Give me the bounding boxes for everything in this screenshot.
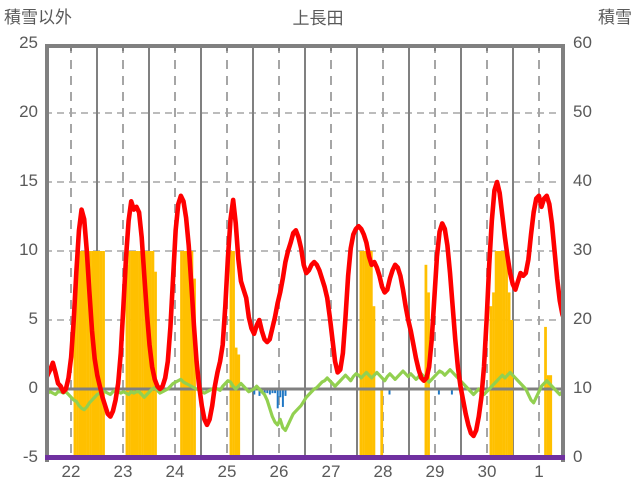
y-axis-left-tick: 5 [28,309,38,328]
axis-frame-top [45,44,565,48]
axis-frame-left [45,44,49,462]
y-axis-right-tick: 0 [573,447,583,466]
x-axis-tick: 23 [113,462,133,481]
y-axis-right-tick: 50 [573,102,592,121]
y-axis-right-tick: 30 [573,240,592,259]
x-axis-tick: 25 [217,462,237,481]
x-axis-tick: 1 [534,462,544,481]
y-axis-left-tick: 25 [19,33,38,52]
y-axis-right-tick: 20 [573,309,592,328]
x-axis-tick: 24 [165,462,185,481]
plot-area [45,44,565,458]
y-axis-right-tick: 10 [573,378,592,397]
x-axis-tick: 30 [477,462,497,481]
x-axis-tick: 29 [425,462,445,481]
y-axis-left-tick: 15 [19,171,38,190]
y-axis-left-tick: -5 [22,447,38,466]
right-axis-title: 積雪 [598,8,632,27]
x-axis-tick: 28 [373,462,393,481]
left-axis-title: 積雪以外 [4,8,72,27]
chart-canvas [45,44,565,458]
x-axis-tick: 26 [269,462,289,481]
axis-frame-bottom [45,455,565,460]
x-axis-tick: 22 [61,462,81,481]
y-axis-left-tick: 10 [19,240,38,259]
y-axis-right-tick: 60 [573,33,592,52]
axis-frame-right [561,44,565,462]
x-axis-tick: 27 [321,462,341,481]
chart-title: 上長田 [292,9,344,28]
y-axis-left-tick: 20 [19,102,38,121]
y-axis-left-tick: 0 [28,378,38,397]
y-axis-right-tick: 40 [573,171,592,190]
